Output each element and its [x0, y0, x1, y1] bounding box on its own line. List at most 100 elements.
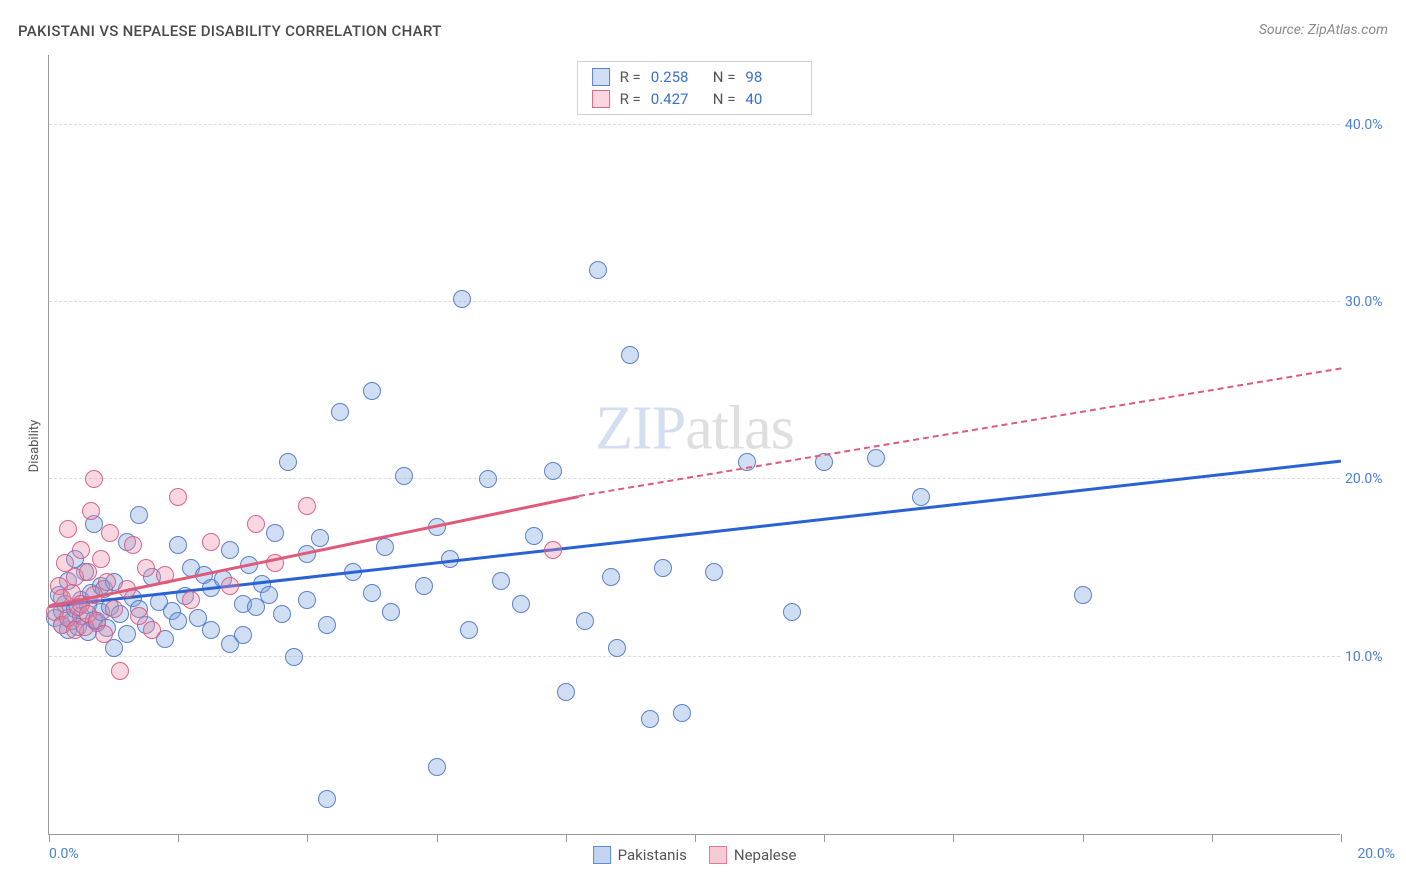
data-point-pakistanis	[460, 621, 478, 639]
data-point-pakistanis	[415, 577, 433, 595]
data-point-pakistanis	[331, 403, 349, 421]
data-point-pakistanis	[318, 790, 336, 808]
x-tick	[437, 834, 438, 842]
data-point-pakistanis	[318, 616, 336, 634]
x-tick	[695, 834, 696, 842]
data-point-nepalese	[92, 550, 110, 568]
data-point-pakistanis	[544, 462, 562, 480]
data-point-nepalese	[105, 600, 123, 618]
source-name: ZipAtlas.com	[1308, 22, 1388, 38]
data-point-pakistanis	[783, 603, 801, 621]
x-tick	[824, 834, 825, 842]
data-point-nepalese	[111, 662, 129, 680]
data-point-nepalese	[98, 573, 116, 591]
data-point-pakistanis	[705, 563, 723, 581]
data-point-pakistanis	[453, 290, 471, 308]
data-point-nepalese	[85, 470, 103, 488]
chart-title: PAKISTANI VS NEPALESE DISABILITY CORRELA…	[18, 22, 442, 40]
n-value-nepalese: 40	[745, 90, 797, 108]
x-axis-end-label: 20.0%	[1357, 846, 1395, 862]
swatch-nepalese	[709, 846, 727, 864]
data-point-nepalese	[247, 515, 265, 533]
legend-label-pakistanis: Pakistanis	[618, 846, 687, 864]
data-point-pakistanis	[525, 527, 543, 545]
data-point-nepalese	[124, 536, 142, 554]
y-tick-label: 30.0%	[1345, 294, 1395, 310]
series-legend: Pakistanis Nepalese	[593, 846, 797, 864]
data-point-nepalese	[182, 591, 200, 609]
data-point-pakistanis	[867, 449, 885, 467]
data-point-pakistanis	[298, 591, 316, 609]
gridline-h	[49, 301, 1340, 302]
data-point-pakistanis	[621, 346, 639, 364]
data-point-pakistanis	[363, 382, 381, 400]
data-point-pakistanis	[512, 595, 530, 613]
data-point-pakistanis	[169, 612, 187, 630]
data-point-nepalese	[137, 559, 155, 577]
gridline-h	[49, 478, 1340, 479]
watermark-atlas: atlas	[685, 394, 794, 462]
data-point-pakistanis	[602, 568, 620, 586]
data-point-nepalese	[143, 621, 161, 639]
data-point-pakistanis	[1074, 586, 1092, 604]
x-tick	[566, 834, 567, 842]
data-point-pakistanis	[557, 683, 575, 701]
data-point-pakistanis	[654, 559, 672, 577]
swatch-pakistanis	[593, 846, 611, 864]
data-point-pakistanis	[395, 467, 413, 485]
data-point-pakistanis	[589, 261, 607, 279]
data-point-nepalese	[72, 541, 90, 559]
data-point-pakistanis	[273, 605, 291, 623]
data-point-pakistanis	[118, 625, 136, 643]
data-point-pakistanis	[260, 586, 278, 604]
data-point-pakistanis	[376, 538, 394, 556]
legend-label-nepalese: Nepalese	[734, 846, 797, 864]
y-tick-label: 20.0%	[1345, 471, 1395, 487]
legend-item-nepalese: Nepalese	[709, 846, 797, 864]
data-point-pakistanis	[234, 626, 252, 644]
gridline-h	[49, 124, 1340, 125]
data-point-nepalese	[59, 520, 77, 538]
data-point-nepalese	[202, 533, 220, 551]
r-value-pakistanis: 0.258	[651, 68, 703, 86]
data-point-pakistanis	[221, 541, 239, 559]
data-point-pakistanis	[576, 612, 594, 630]
y-tick-label: 10.0%	[1345, 649, 1395, 665]
data-point-pakistanis	[202, 621, 220, 639]
source-prefix: Source:	[1259, 22, 1308, 38]
n-label: N =	[713, 90, 736, 108]
data-point-pakistanis	[428, 758, 446, 776]
y-axis-label: Disability	[27, 420, 42, 473]
x-tick	[1083, 834, 1084, 842]
x-tick	[49, 834, 50, 842]
data-point-pakistanis	[363, 584, 381, 602]
data-point-pakistanis	[673, 704, 691, 722]
x-tick	[178, 834, 179, 842]
data-point-nepalese	[544, 541, 562, 559]
data-point-pakistanis	[130, 506, 148, 524]
correlation-legend: R = 0.258 N = 98 R = 0.427 N = 40	[577, 61, 813, 115]
data-point-pakistanis	[285, 648, 303, 666]
data-point-pakistanis	[311, 529, 329, 547]
x-tick	[307, 834, 308, 842]
x-tick	[953, 834, 954, 842]
x-axis-start-label: 0.0%	[49, 846, 79, 862]
data-point-nepalese	[101, 524, 119, 542]
swatch-pakistanis	[592, 68, 610, 86]
data-point-pakistanis	[479, 470, 497, 488]
watermark-zip: ZIP	[595, 394, 685, 462]
data-point-pakistanis	[608, 639, 626, 657]
r-label: R =	[620, 68, 641, 86]
data-point-nepalese	[221, 577, 239, 595]
data-point-nepalese	[95, 625, 113, 643]
watermark: ZIPatlas	[595, 393, 794, 464]
n-value-pakistanis: 98	[745, 68, 797, 86]
y-tick-label: 40.0%	[1345, 117, 1395, 133]
legend-row-nepalese: R = 0.427 N = 40	[592, 88, 798, 110]
data-point-pakistanis	[169, 536, 187, 554]
x-tick	[1212, 834, 1213, 842]
gridline-h	[49, 656, 1340, 657]
data-point-nepalese	[298, 497, 316, 515]
swatch-nepalese	[592, 90, 610, 108]
data-point-pakistanis	[492, 572, 510, 590]
